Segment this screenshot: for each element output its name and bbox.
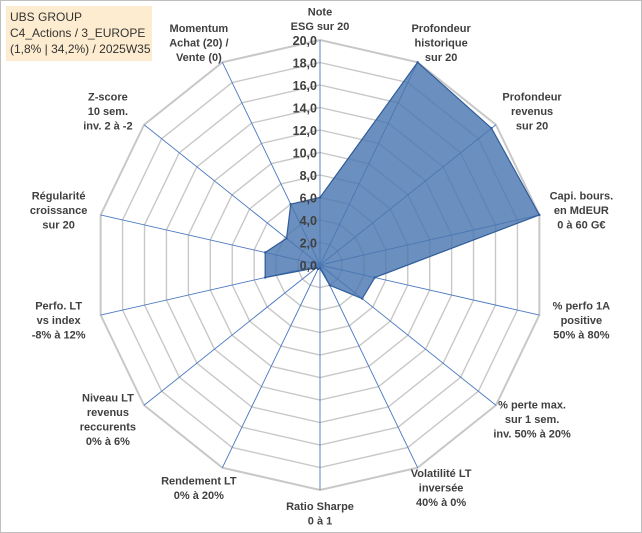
axis-label-line: vs index [37, 315, 82, 327]
data-point [361, 297, 364, 300]
tick-label: 16,0 [293, 79, 317, 93]
axis-label: Profondeur revenus sur 20 [502, 91, 562, 132]
axis-label-line: reccurents [80, 421, 136, 433]
axis-label-line: Vente (0) [176, 52, 222, 64]
axis-label-line: croissance [30, 205, 87, 217]
axis-label-line: Niveau LT [82, 392, 134, 404]
axis-label: Capi. bours. en MdEUR 0 à 60 G€ [550, 191, 614, 232]
axis-label: Profondeur historique sur 20 [411, 23, 471, 64]
data-point [373, 276, 377, 279]
data-point [318, 196, 322, 199]
axis-label-line: Régularité [32, 191, 86, 203]
axis-label-line: % perte max. [498, 400, 566, 412]
axis-label-line: sur 20 [516, 120, 548, 132]
chart-title-line-2: C4_Actions / 3_EUROPE [10, 26, 146, 40]
axis-label-line: -8% à 12% [32, 329, 86, 341]
axis-spoke [221, 264, 321, 468]
axis-label-line: Note [308, 7, 332, 19]
axis-label-line: Momentum [170, 23, 229, 35]
data-point [263, 251, 267, 254]
tick-label: 18,0 [293, 57, 317, 71]
axis-label: Note ESG sur 20 [291, 7, 350, 34]
tick-label: 0,0 [300, 259, 317, 273]
axis-label-line: revenus [87, 407, 129, 419]
axis-label: Régularité croissance sur 20 [30, 191, 87, 232]
data-point [285, 237, 288, 240]
axis-label-line: inversée [419, 483, 464, 495]
axis-label-line: Perfo. LT [35, 300, 82, 312]
data-point [538, 213, 541, 217]
axis-label-line: sur 1 sem. [505, 414, 559, 426]
data-point [318, 267, 322, 270]
axis-spoke [319, 264, 419, 468]
axis-label-line: % perfo 1A [553, 300, 611, 312]
axis-label-line: 0 à 60 G€ [557, 220, 605, 232]
axis-label-line: sur 20 [42, 220, 74, 232]
axis-spoke [143, 264, 321, 406]
data-point [328, 284, 331, 287]
chart-title-line-1: UBS GROUP [10, 10, 83, 24]
axis-label: Niveau LT revenus reccurents 0% à 6% [80, 392, 136, 448]
tick-label: 8,0 [300, 169, 317, 183]
axis-label: Z-score 10 sem. inv. 2 à -2 [83, 91, 132, 132]
tick-label: 14,0 [293, 102, 317, 116]
axis-label-line: sur 20 [425, 52, 457, 64]
chart-title-box: UBS GROUP C4_Actions / 3_EUROPE (1,8% | … [6, 6, 152, 61]
data-point [263, 276, 267, 279]
chart-title-line-3: (1,8% | 34,2%) / 2025W35 [10, 42, 151, 56]
axis-label-line: Profondeur [502, 91, 562, 103]
axis-label-line: Z-score [88, 91, 128, 103]
axis-label-line: positive [561, 315, 603, 327]
tick-label: 10,0 [293, 147, 317, 161]
axis-label-line: 0 à 1 [308, 516, 332, 528]
axis-label-line: revenus [511, 106, 553, 118]
axis-label-line: historique [415, 37, 468, 49]
axis-label-line: 10 sem. [88, 106, 128, 118]
data-point [490, 127, 493, 130]
axis-label: Rendement LT 0% à 20% [161, 475, 237, 502]
axis-label: Ratio Sharpe 0 à 1 [286, 501, 354, 528]
axis-label-line: 50% à 80% [553, 329, 609, 341]
axis-label-line: Volatilité LT [411, 468, 472, 480]
axis-label: Momentum Achat (20) / Vente (0) [169, 23, 228, 64]
data-point [315, 266, 318, 270]
tick-label: 2,0 [300, 237, 317, 251]
axis-label-line: Ratio Sharpe [286, 501, 354, 513]
tick-label: 12,0 [293, 124, 317, 138]
axis-label-line: inv. 2 à -2 [83, 120, 132, 132]
tick-label: 20,0 [293, 34, 317, 48]
axis-label: % perte max. sur 1 sem. inv. 50% à 20% [493, 400, 571, 441]
axis-label-line: Achat (20) / [169, 37, 228, 49]
axis-label-line: 0% à 20% [174, 490, 224, 502]
axis-label-line: Rendement LT [161, 475, 237, 487]
data-point [416, 61, 419, 64]
axis-label-line: Profondeur [411, 23, 471, 35]
axis-label-line: 0% à 6% [86, 436, 130, 448]
axis-label: Volatilité LT inversée 40% à 0% [411, 468, 472, 509]
data-point [289, 202, 292, 206]
tick-label: 6,0 [300, 192, 317, 206]
axis-label: % perfo 1A positive 50% à 80% [553, 300, 611, 341]
axis-label-line: 40% à 0% [416, 497, 466, 509]
axis-label: Perfo. LT vs index -8% à 12% [32, 300, 86, 341]
axis-label-line: en MdEUR [554, 205, 609, 217]
tick-label: 4,0 [300, 214, 317, 228]
axis-label-line: Capi. bours. [550, 191, 614, 203]
axis-label-line: inv. 50% à 20% [493, 429, 571, 441]
axis-label-line: ESG sur 20 [291, 21, 350, 33]
